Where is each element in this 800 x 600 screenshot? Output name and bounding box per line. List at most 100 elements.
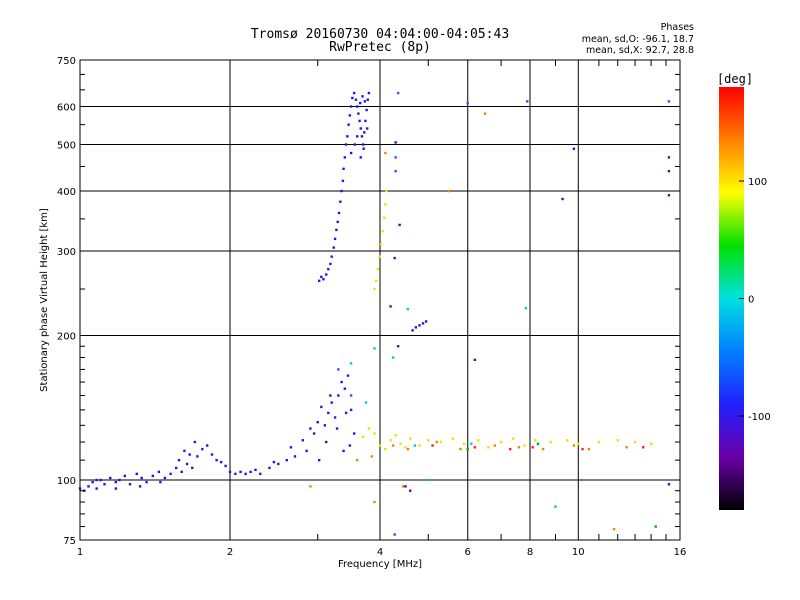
data-point [196,455,199,458]
data-point [341,179,345,183]
data-point [219,460,223,464]
data-point [396,345,400,348]
data-point [451,437,455,440]
stats-x-line: mean, sd,X: 92.7, 28.8 [585,45,694,56]
chart-subtitle: RwPretec (8p) [329,40,431,55]
data-point [541,447,545,451]
data-point [421,322,425,325]
data-point [355,458,359,462]
data-point [487,446,490,449]
data-point [431,444,434,447]
data-point [406,307,410,311]
data-point [215,458,218,462]
data-point [228,470,232,474]
data-point [325,440,328,444]
data-point [389,439,392,442]
data-point [561,197,564,201]
data-point [358,119,361,123]
data-point [352,432,356,435]
data-point [358,101,362,105]
data-point [169,472,172,476]
data-point [393,533,396,536]
data-point [210,453,214,456]
data-point [114,487,118,490]
data-point [499,440,503,444]
data-point [339,200,342,203]
data-point [384,151,387,155]
data-point [459,447,462,451]
data-point [427,478,430,482]
stats-heading: Phases [660,22,694,33]
x-tick-label: 8 [527,547,533,558]
plot-frame [79,59,681,541]
data-point [163,476,167,480]
data-point [317,279,321,283]
data-point [312,432,316,435]
data-point [325,273,328,276]
data-point [327,411,330,415]
data-point [577,442,580,445]
data-point [322,278,325,281]
data-point [177,458,181,462]
data-point [427,439,430,442]
data-point [320,405,323,409]
data-point [347,123,350,126]
data-point [343,156,347,159]
data-point [337,368,340,371]
data-point [239,470,242,474]
data-point [114,480,118,484]
data-point [333,237,337,241]
data-point [367,427,371,430]
data-point [373,347,376,350]
data-point [361,95,364,98]
data-point [642,446,645,449]
data-point [366,98,369,101]
data-point [335,228,338,232]
data-point [625,446,628,449]
data-point [394,169,397,173]
data-point [409,489,412,492]
data-point [414,326,418,329]
data-point [508,447,512,451]
stats-o-line: mean, sd,O: -96.1, 18.7 [581,34,694,45]
data-point [285,458,288,462]
data-point [305,449,308,453]
data-point [362,147,365,150]
data-point [205,444,209,447]
data-point [367,91,371,95]
chart-title: Tromsø 20160730 04:04:00-04:05:43 [250,27,510,42]
data-point [327,267,330,271]
x-axis-label: Frequency [MHz] [338,559,422,570]
colorbar-ticks: 100 0 -100 [739,177,771,423]
data-point [394,433,397,437]
data-point [359,127,362,130]
data-point [354,98,358,101]
data-point [413,444,417,447]
y-tick-label: 75 [63,536,76,547]
data-point [128,483,132,486]
data-point [381,229,384,233]
data-point [346,374,350,377]
x-tick-label: 1 [77,547,83,558]
data-point [348,114,352,117]
data-point [201,447,204,451]
data-point [391,356,395,359]
data-point [344,143,348,146]
data-point [151,474,155,478]
data-point [470,442,473,445]
x-tick-label: 16 [674,547,687,558]
data-point [329,262,332,266]
data-point [376,267,380,271]
data-point [185,462,189,466]
data-point [355,135,359,138]
data-point [364,401,368,404]
data-point [272,460,276,464]
data-point [363,100,367,103]
data-point [373,432,376,435]
data-point [378,255,381,258]
data-point [109,476,112,480]
grid [80,60,680,540]
data-point [183,449,186,453]
data-point [572,444,576,447]
data-point [123,474,126,478]
